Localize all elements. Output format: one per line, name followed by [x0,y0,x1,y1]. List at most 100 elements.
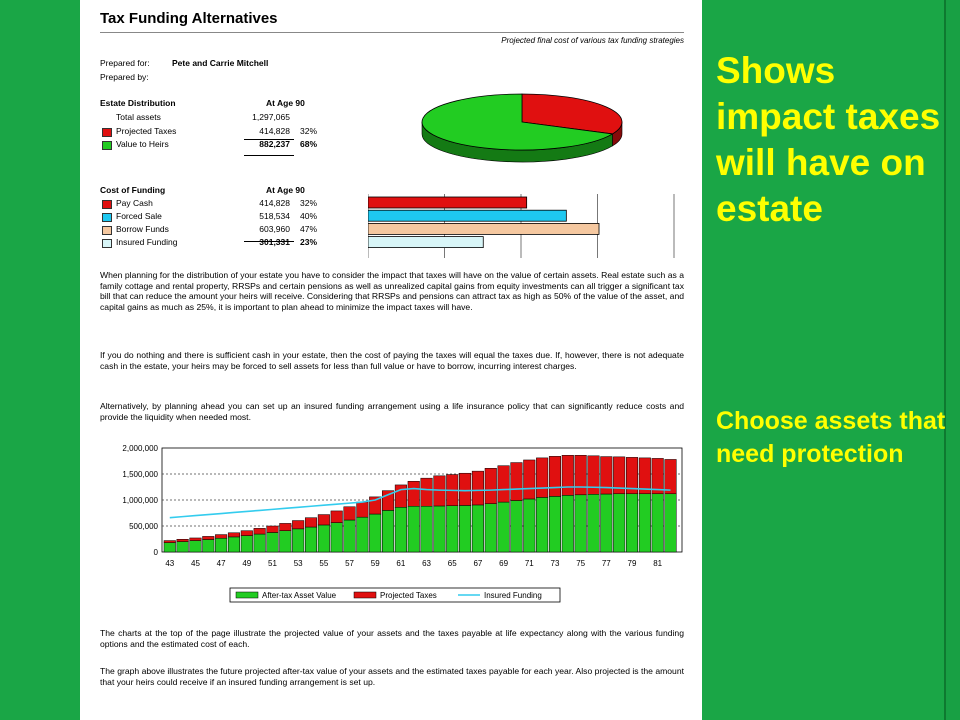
proj-bar-after-tax [253,533,266,553]
proj-bar-taxes [253,528,266,535]
cost-bar-chart [368,194,675,258]
proj-bar-taxes [176,539,189,542]
cost-pct: 47% [300,224,318,234]
proj-bar-after-tax [613,493,626,553]
proj-bar-after-tax [227,536,241,553]
proj-bar-taxes [356,501,369,518]
proj-bar-after-tax [625,493,639,553]
proj-bar-taxes [484,468,497,504]
proj-xtick-label: 45 [191,559,200,568]
proj-legend-swatch [353,591,377,599]
proj-bar-taxes [664,459,677,495]
cost-label: Insured Funding [116,237,178,247]
projection-chart: 0 500,000 1,000,000 1,500,000 2,000,000 43 45 4… [122,444,683,603]
right-edge [944,0,960,720]
footer-paragraph-1: The charts at the top of the page illust… [100,628,684,649]
proj-bar-taxes [240,530,253,536]
proj-bar-taxes [561,455,574,496]
proj-bar-taxes [343,506,356,521]
proj-ytick-label: 2,000,000 [122,444,158,453]
estate-swatch [102,141,112,150]
cost-header: Cost of Funding At Age 90 [100,185,360,197]
estate-sum-rule [244,139,294,140]
proj-bar-taxes [613,456,626,495]
estate-value: 414,828 [259,126,290,136]
estate-label: Projected Taxes [116,126,177,136]
cost-label: Pay Cash [116,198,153,208]
proj-bar-taxes [330,510,343,523]
proj-bar-after-tax [394,507,407,553]
proj-bar-taxes [536,457,549,498]
proj-bar-taxes [292,520,305,530]
hbar-forced-sale [368,209,567,222]
proj-bar-after-tax [523,498,536,553]
proj-bar-taxes [510,462,523,501]
page-title: Tax Funding Alternatives [100,10,278,27]
proj-bar-after-tax [266,532,279,553]
proj-bar-after-tax [163,542,176,553]
proj-xtick-label: 81 [653,559,662,568]
proj-legend-label: After-tax Asset Value [262,591,337,600]
cost-value: 301,331 [259,237,290,247]
proj-bar-after-tax [343,519,356,553]
proj-bar-after-tax [189,540,202,553]
sidebar-subtext: Choose assets that need protection [716,407,946,468]
proj-legend [229,587,561,603]
estate-row: Projected Taxes 414,828 32% [100,126,360,138]
proj-legend-label: Projected Taxes [380,591,437,600]
proj-bar-after-tax [651,493,664,553]
hbar-pay-cash [368,196,528,209]
proj-bar-taxes [523,459,536,500]
proj-bar-after-tax [574,494,587,553]
estate-value: 882,237 [259,139,290,149]
proj-bar-after-tax [176,541,189,553]
proj-bar-after-tax [497,501,510,553]
proj-bar-taxes [459,472,472,506]
hbar-borrow-funds [368,222,600,235]
sidebar-headline: Shows impact taxes will have on estate [716,50,941,229]
proj-ytick-label: 1,000,000 [122,496,158,505]
proj-xtick-label: 47 [217,559,226,568]
cost-row: Insured Funding 301,331 23% [100,237,360,249]
proj-bar-after-tax [356,516,369,553]
proj-bar-taxes [638,457,651,495]
proj-bar-taxes [279,523,292,531]
cost-swatch [102,213,112,222]
proj-bar-after-tax [304,526,318,553]
paragraph-1: When planning for the distribution of yo… [100,270,684,313]
proj-bar-after-tax [292,528,305,553]
proj-bar-after-tax [638,493,651,553]
page-subtitle: Projected final cost of various tax fund… [501,36,684,45]
proj-bar-after-tax [407,505,420,553]
cost-swatch [102,226,112,235]
proj-xtick-label: 49 [242,559,251,568]
proj-xtick-label: 77 [602,559,611,568]
pie-slice-value-to-heirs [421,93,614,151]
proj-bar-taxes [420,477,433,507]
estate-col: At Age 90 [266,98,305,108]
proj-bar-taxes [548,456,561,497]
cost-label: Borrow Funds [116,224,169,234]
proj-line-insured-funding [169,486,671,519]
proj-bar-after-tax [471,504,484,553]
proj-bar-after-tax [279,530,292,553]
proj-bar-taxes [407,481,420,507]
cost-label: Forced Sale [116,211,162,221]
estate-label: Value to Heirs [116,139,169,149]
cost-value: 518,534 [259,211,290,221]
estate-header: Estate Distribution At Age 90 [100,98,360,110]
proj-bar-taxes [266,525,279,533]
proj-bar-taxes [189,537,202,541]
proj-bar-taxes [574,455,587,496]
proj-bar-taxes [163,540,176,543]
cost-pct: 40% [300,211,318,221]
proj-bar-after-tax [433,505,446,553]
proj-xtick-label: 61 [396,559,405,568]
proj-bar-taxes [317,514,330,526]
proj-legend-label: Insured Funding [484,591,542,600]
proj-bar-taxes [625,457,639,495]
proj-bar-after-tax [561,495,574,553]
proj-xtick-label: 57 [345,559,354,568]
proj-bar-after-tax [215,537,228,553]
proj-bar-taxes [304,517,318,528]
